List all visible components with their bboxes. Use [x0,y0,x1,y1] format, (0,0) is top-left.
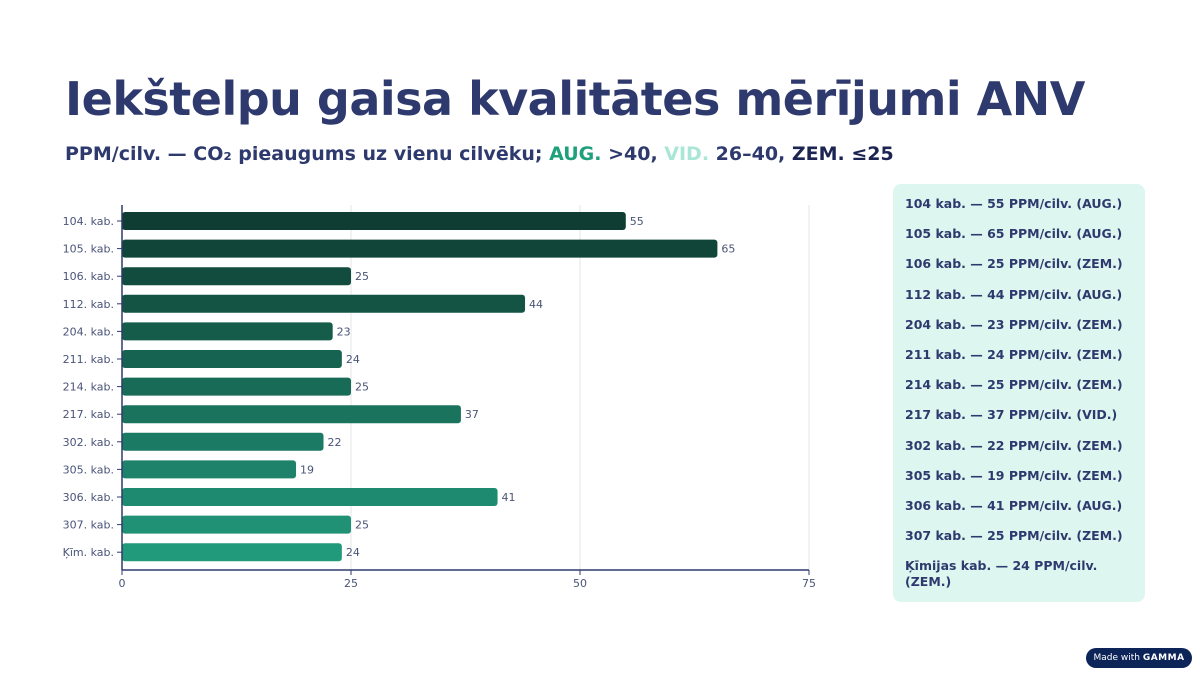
y-tick-label: 217. kab. [63,408,114,421]
legend-aug: AUG. [549,143,602,165]
data-label: 25 [355,270,369,283]
y-tick-label: 204. kab. [63,325,114,338]
data-label: 24 [346,353,360,366]
y-tick-label: 214. kab. [63,381,114,394]
data-label: 19 [300,463,314,476]
y-tick-label: Ķīm. kab. [63,546,114,559]
subtitle: PPM/cilv. — CO₂ pieaugums uz vienu cilvē… [65,143,894,165]
data-label: 25 [355,519,369,532]
summary-item: 106 kab. — 25 PPM/cilv. (ZEM.) [905,256,1123,272]
summary-item: 306 kab. — 41 PPM/cilv. (AUG.) [905,497,1123,513]
x-tick-label: 50 [573,577,587,590]
bar [122,350,342,368]
summary-item: 112 kab. — 44 PPM/cilv. (AUG.) [905,286,1123,302]
bar [122,267,351,286]
bar [122,239,718,258]
x-tick-label: 75 [802,577,816,590]
bar [122,377,351,396]
summary-item: 214 kab. — 25 PPM/cilv. (ZEM.) [905,377,1123,393]
badge-prefix: Made with [1093,653,1143,663]
bar [122,460,297,479]
summary-item: Ķīmijas kab. — 24 PPM/cilv. (ZEM.) [905,558,1098,590]
bar [122,488,498,506]
summary-item: 305 kab. — 19 PPM/cilv. (ZEM.) [905,467,1123,483]
bar [122,432,324,451]
subtitle-prefix: PPM/cilv. — CO₂ pieaugums uz vienu cilvē… [65,143,550,165]
page-title: Iekštelpu gaisa kvalitātes mērījumi ANV [65,72,1085,126]
data-label: 24 [346,546,360,559]
legend-vid: VID. [664,143,710,165]
y-tick-label: 112. kab. [63,298,114,311]
summary-item: 104 kab. — 55 PPM/cilv. (AUG.) [905,196,1123,211]
legend-zem: ZEM. ≤25 [791,143,894,165]
data-label: 22 [328,436,342,449]
x-tick-label: 0 [119,577,126,590]
y-tick-label: 106. kab. [63,270,114,283]
bar [122,322,333,341]
data-label: 23 [337,325,351,338]
bar [122,543,342,562]
data-label: 55 [630,215,644,228]
made-with-gamma-badge[interactable]: Made with GAMMA [1086,648,1192,668]
y-tick-label: 305. kab. [63,463,114,476]
summary-item: 307 kab. — 25 PPM/cilv. (ZEM.) [905,528,1123,544]
data-label: 65 [721,243,735,256]
legend-aug-range: >40, [601,143,665,165]
bar [122,405,461,424]
data-label: 44 [529,298,543,311]
y-tick-label: 104. kab. [63,215,114,228]
summary-item: 204 kab. — 23 PPM/cilv. (ZEM.) [905,316,1123,332]
y-tick-label: 307. kab. [63,519,114,532]
x-tick-label: 25 [344,577,358,590]
data-label: 25 [355,381,369,394]
bar [122,515,351,534]
summary-item: 217 kab. — 37 PPM/cilv. (VID.) [905,407,1118,423]
y-tick-label: 302. kab. [63,436,114,449]
summary-panel: 104 kab. — 55 PPM/cilv. (AUG.) 105 kab. —… [893,184,1145,602]
data-label: 37 [465,408,479,421]
y-tick-label: 211. kab. [63,353,114,366]
legend-vid-range: 26–40, [709,143,792,165]
summary-item: 302 kab. — 22 PPM/cilv. (ZEM.) [905,437,1123,453]
y-tick-label: 105. kab. [63,243,114,256]
bar-chart: 0 25 50 75 55 104. kab. 65 105. kab. 25 106. kab.… [63,205,816,590]
bar [122,212,626,230]
data-label: 41 [502,491,516,504]
summary-item: 211 kab. — 24 PPM/cilv. (ZEM.) [905,346,1123,362]
bar [122,294,526,313]
y-tick-label: 306. kab. [63,491,114,504]
gamma-logo: GAMMA [1142,653,1185,663]
summary-item: 105 kab. — 65 PPM/cilv. (AUG.) [905,226,1123,242]
